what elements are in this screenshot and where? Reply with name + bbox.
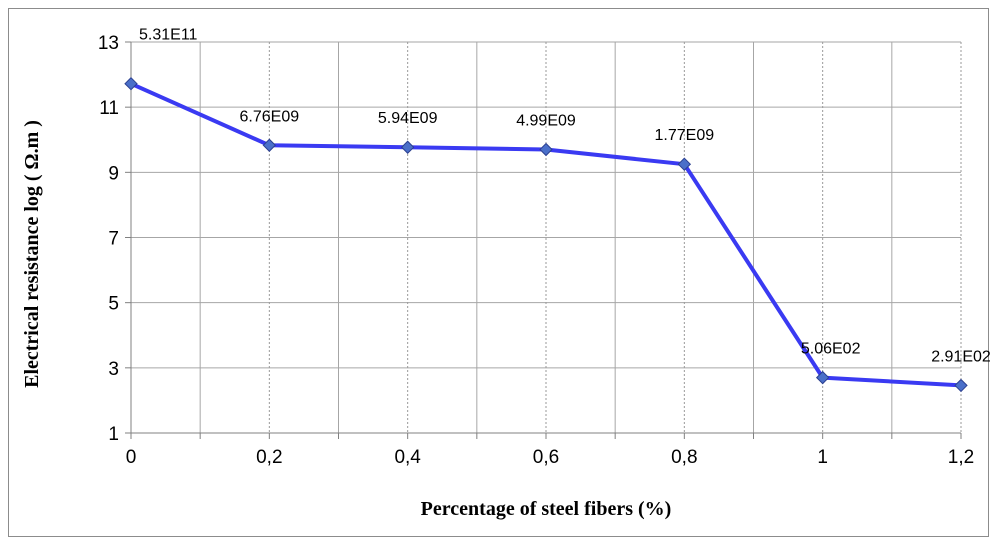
x-tick-label: 0 (126, 447, 137, 468)
data-point-marker (539, 142, 553, 157)
data-label: 6.76E09 (240, 108, 300, 125)
y-tick-label: 1 (108, 424, 119, 445)
data-point-marker (262, 138, 277, 152)
data-point-marker (400, 140, 415, 154)
x-tick-label: 0,2 (256, 447, 282, 468)
y-tick-label: 3 (108, 359, 119, 380)
data-label: 5.94E09 (378, 110, 438, 127)
grid (131, 41, 962, 433)
data-points (124, 76, 968, 393)
data-label: 5.06E02 (801, 341, 861, 358)
data-labels: 5.31E11 6.76E09 5.94E09 4.99E09 1.77E09 5.06E… (139, 27, 991, 366)
data-label: 1.77E09 (655, 127, 715, 144)
axes (125, 41, 962, 439)
y-tick-label: 9 (108, 163, 119, 184)
x-tick-label: 0,4 (394, 447, 421, 468)
y-tick-label: 5 (108, 294, 119, 315)
y-axis-title: Electrical resistance log ( Ω.m ) (21, 120, 43, 388)
x-tick-label: 0,8 (671, 447, 697, 468)
chart-frame (8, 8, 989, 537)
x-tick-label: 0,6 (533, 447, 559, 468)
x-tick-label: 1 (817, 447, 828, 468)
x-axis-title: Percentage of steel fibers (%) (421, 498, 672, 520)
y-tick-label: 11 (99, 98, 119, 119)
data-label: 4.99E09 (516, 113, 576, 130)
data-point-marker (124, 76, 138, 91)
x-tick-label: 1,2 (948, 447, 974, 468)
data-point-marker (815, 370, 830, 385)
data-point-marker (677, 157, 692, 171)
y-tick-label: 13 (98, 33, 119, 54)
data-label: 2.91E02 (931, 348, 991, 365)
data-point-marker (954, 378, 968, 393)
data-label: 5.31E11 (139, 27, 198, 44)
y-tick-label: 7 (108, 229, 119, 250)
